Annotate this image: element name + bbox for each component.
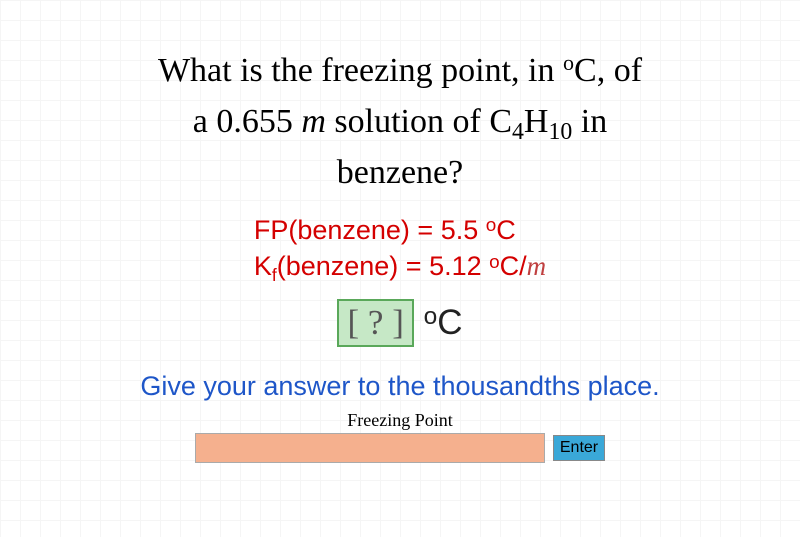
kf-unit: C/: [500, 251, 527, 281]
input-row: Freezing Point Enter: [40, 410, 760, 463]
q-molality: 0.655: [216, 103, 293, 140]
degree-symbol: o: [424, 303, 438, 330]
answer-box: [ ? ]: [337, 299, 413, 347]
freezing-point-input[interactable]: [195, 433, 545, 463]
q-line2-post: in: [572, 103, 607, 140]
kf-m: m: [527, 251, 547, 281]
given-data: FP(benzene) = 5.5 oC Kf(benzene) = 5.12 …: [254, 212, 546, 285]
question-text: What is the freezing point, in oC, of a …: [40, 45, 760, 198]
kf-label-post: (benzene) =: [277, 251, 429, 281]
q-line1-unit: C,: [574, 52, 605, 89]
subscript-f: f: [272, 265, 277, 285]
q-line2-mid: solution of C: [334, 103, 512, 140]
kf-value: 5.12: [429, 251, 489, 281]
q-line2-pre: a: [193, 103, 217, 140]
fp-unit: C: [496, 215, 516, 245]
enter-button[interactable]: Enter: [553, 435, 605, 461]
kf-label-pre: K: [254, 251, 272, 281]
problem-container: What is the freezing point, in oC, of a …: [0, 0, 800, 463]
bracket-close: ]: [392, 303, 404, 342]
degree-symbol: o: [489, 252, 500, 273]
bracket-open: [: [347, 303, 359, 342]
answer-slot: [ ? ] oC: [40, 299, 760, 347]
answer-unit: C: [437, 303, 462, 342]
q-line3: benzene?: [337, 154, 463, 191]
degree-symbol: o: [563, 50, 574, 75]
subscript-4: 4: [512, 119, 524, 145]
q-line1-post: of: [605, 52, 642, 89]
q-line1-pre: What is the freezing point, in: [158, 52, 563, 89]
degree-symbol: o: [486, 215, 497, 236]
fp-value: 5.5: [441, 215, 486, 245]
input-flex: Enter: [195, 433, 605, 463]
fp-label: FP(benzene) =: [254, 215, 441, 245]
hint-text: Give your answer to the thousandths plac…: [40, 371, 760, 402]
answer-placeholder: ?: [359, 303, 392, 342]
q-m-unit: m: [293, 103, 335, 140]
q-line2-mid2: H: [524, 103, 549, 140]
input-label: Freezing Point: [40, 410, 760, 431]
subscript-10: 10: [548, 119, 572, 145]
